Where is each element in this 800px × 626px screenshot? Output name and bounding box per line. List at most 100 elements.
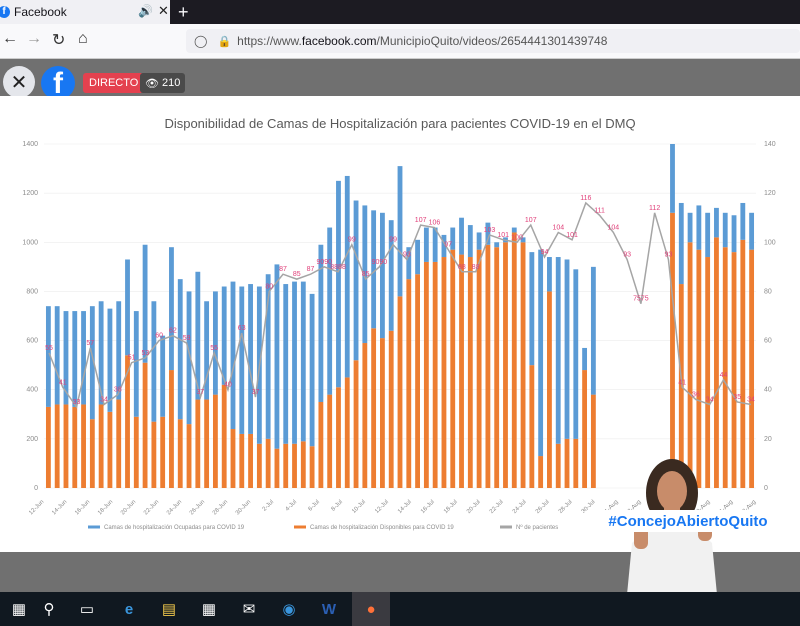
data-label: 55 [210,345,218,352]
shield-icon[interactable]: ◯ [194,34,208,48]
task-view-icon[interactable]: ▭ [79,601,95,618]
y2-tick-label: 120 [764,190,776,197]
bar-available [283,443,289,488]
mail-icon[interactable]: ✉ [242,601,256,618]
bar-available [353,360,359,488]
reload-icon[interactable]: ↻ [52,32,66,49]
back-icon[interactable]: ← [2,30,18,47]
x-tick-label: 24-Jul [512,499,528,515]
url-bar[interactable]: ◯ 🔒 https://www.facebook.com/MunicipioQu… [186,29,800,53]
video-overlay-header: ✕ f DIRECTO 👁 210 [0,59,800,107]
data-label: 53 [141,350,149,357]
x-tick-label: 26-Jul [535,499,551,515]
bar-occupied [89,306,95,420]
data-label: 111 [594,207,605,214]
y2-tick-label: 60 [764,338,772,345]
bar-available [133,416,139,488]
y-tick-label: 1200 [22,190,38,197]
navigation-bar: ← → ↻ ⌂ ◯ 🔒 https://www.facebook.com/Mun… [0,24,800,59]
bar-occupied [731,215,737,253]
bar-occupied [371,210,377,329]
bar-occupied [116,301,122,400]
bar-available [81,404,86,488]
bar-occupied [406,247,412,280]
bar-available [195,399,201,488]
bar-available [467,257,473,488]
close-video-button[interactable]: ✕ [3,66,35,98]
data-label: 8888 [330,264,346,271]
windows-start-icon[interactable]: ▦ [11,601,27,618]
bar-occupied [670,144,675,213]
lock-icon[interactable]: 🔒 [217,35,232,48]
series-line-patients [48,201,752,409]
data-label: 34 [747,396,755,403]
data-label: 93 [665,251,673,258]
bar-available [362,343,368,488]
bar-available [538,456,544,488]
legend-entry: Camas de hospitalización Disponibles par… [310,525,454,531]
data-label: 60 [155,333,163,340]
y2-tick-label: 140 [764,141,776,148]
firefox-icon[interactable]: ● [352,592,390,626]
data-label: 35 [733,394,741,401]
y-tick-label: 800 [26,288,38,295]
bar-occupied [582,347,588,371]
x-tick-label: 28-Jul [558,499,574,515]
presentation-slide: Disponibilidad de Camas de Hospitalizaci… [0,96,800,605]
bar-available [327,394,333,488]
chart-title: Disponibilidad de Camas de Hospitalizaci… [164,116,636,131]
bar-available [336,387,341,488]
bar-occupied [678,202,684,285]
bar-occupied [362,205,368,344]
legend-entry: Camas de hospitalización Ocupadas para C… [104,525,245,531]
data-label: 38 [114,387,122,394]
bar-occupied [547,257,552,292]
x-tick-label: 16-Jul [420,499,436,515]
data-label: 40 [224,382,232,389]
bar-available [494,247,500,488]
bar-occupied [353,200,359,361]
data-label: 93 [623,251,631,258]
bar-available [204,399,210,488]
viewer-count-badge: 👁 210 [140,73,186,93]
x-tick-label: 18-Jul [443,499,459,515]
browser-icon[interactable]: ◉ [282,601,296,618]
bar-available [221,384,227,488]
bar-occupied [292,281,297,444]
x-tick-label: 16-Jun [74,499,91,516]
bar-available [230,429,236,488]
data-label: 37 [197,389,205,396]
data-label: 63 [238,325,246,332]
url-text[interactable]: https://www.facebook.com/MunicipioQuito/… [237,34,608,48]
bar-available [239,433,245,488]
bar-occupied [344,175,350,378]
data-label: 7575 [633,296,649,303]
close-tab-icon[interactable]: ✕ [158,3,169,18]
store-icon[interactable]: ▦ [201,601,217,618]
bar-available [45,406,51,488]
file-explorer-icon[interactable]: ▤ [161,601,177,618]
speaker-icon[interactable]: 🔊 [138,4,153,18]
bar-occupied [195,271,201,400]
edge-icon[interactable]: e [124,600,134,618]
bar-occupied [212,291,218,395]
tab-facebook[interactable]: f Facebook 🔊 ✕ [0,0,170,24]
x-tick-label: 18-Jun [97,499,114,516]
data-label: 93 [403,251,411,258]
data-label: 80 [265,283,273,290]
data-label: 101 [566,232,578,239]
search-icon[interactable]: ⚲ [43,601,55,618]
bar-occupied [476,232,482,250]
bar-available [300,441,306,488]
bar-occupied [423,227,429,262]
word-icon[interactable]: W [321,600,337,618]
bar-available [432,261,438,488]
bar-occupied [63,311,69,405]
bar-occupied [300,281,306,442]
bar-available [564,438,570,488]
data-label: 87 [307,266,315,273]
home-icon[interactable]: ⌂ [78,30,88,47]
bar-occupied [397,166,403,297]
new-tab-button[interactable]: + [178,2,189,22]
forward-icon[interactable]: → [26,30,42,47]
